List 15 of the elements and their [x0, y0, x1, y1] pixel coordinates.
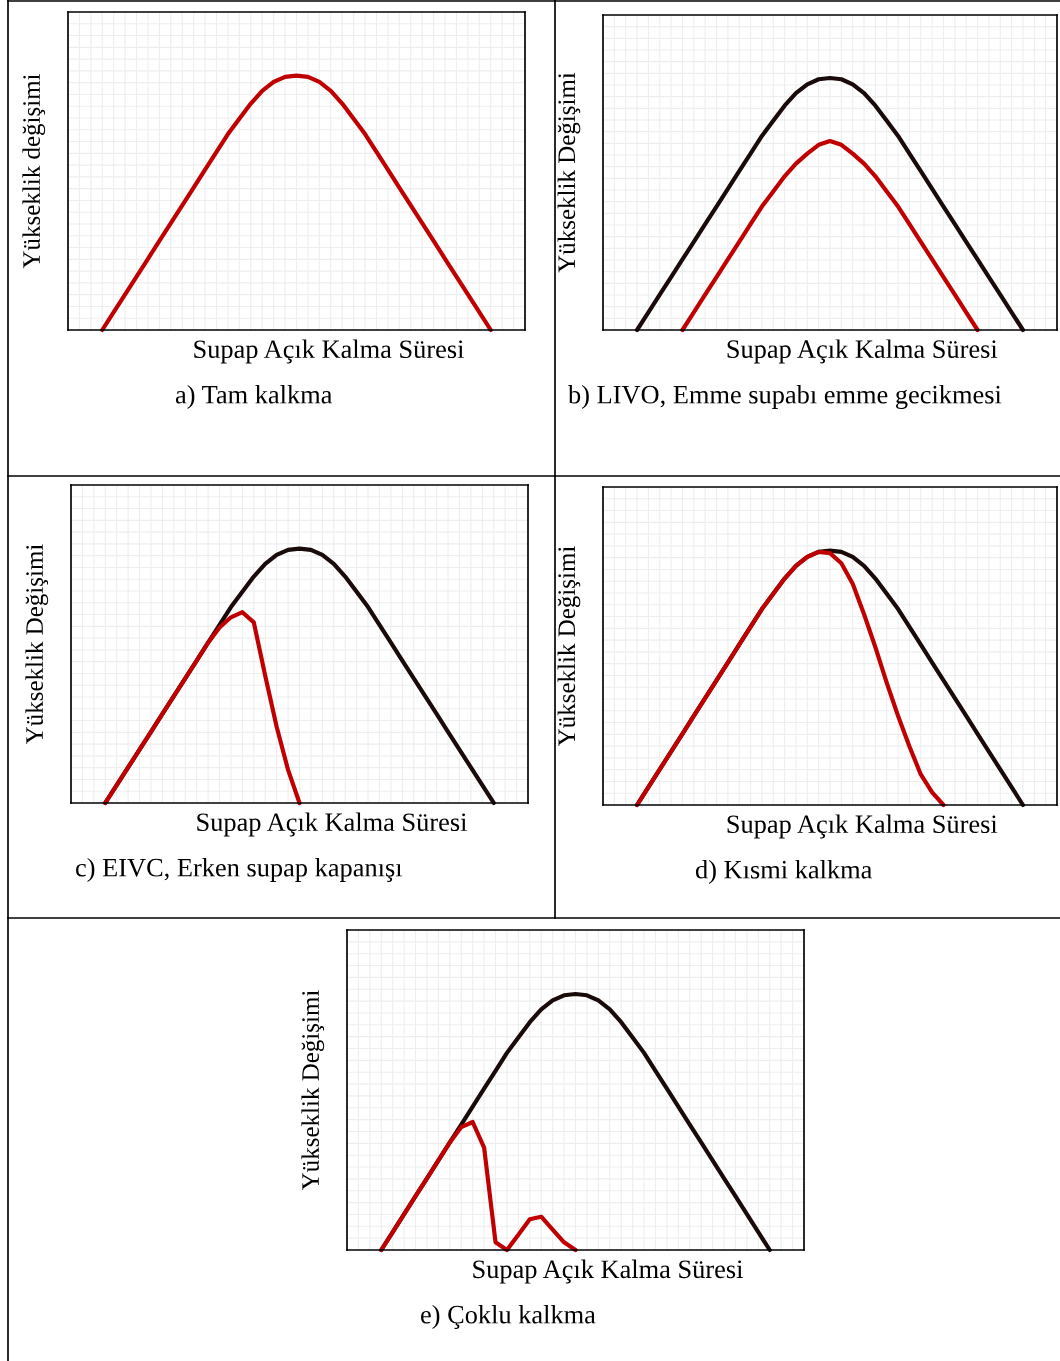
x-axis-title: Supap Açık Kalma Süresi [727, 814, 998, 839]
y-axis-title: Yükseklik Değişimi [301, 990, 325, 1191]
text: b) LIVO, Emme supabı emme gecikmesi [568, 385, 1002, 410]
text: d) Kısmi kalkma [695, 860, 872, 884]
y-axis-title: Yükseklik Değişimi [25, 544, 49, 745]
x-axis-title: Supap Açık Kalma Süresi [194, 339, 464, 364]
x-axis-title: Supap Açık Kalma Süresi [197, 812, 467, 837]
x-axis-title: Supap Açık Kalma Süresi [727, 339, 998, 364]
text: a) Tam kalkma [175, 385, 333, 409]
y-axis-title: Yükseklik Değişimi [557, 72, 581, 273]
text: c) EIVC, Erken supap kapanışı [76, 858, 403, 882]
x-axis-title: Supap Açık Kalma Süresi [473, 1259, 743, 1284]
y-axis-title: Yükseklik Değişimi [557, 546, 581, 747]
y-axis-title: Yükseklik değişimi [22, 73, 46, 269]
text: e) Çoklu kalkma [421, 1305, 596, 1329]
